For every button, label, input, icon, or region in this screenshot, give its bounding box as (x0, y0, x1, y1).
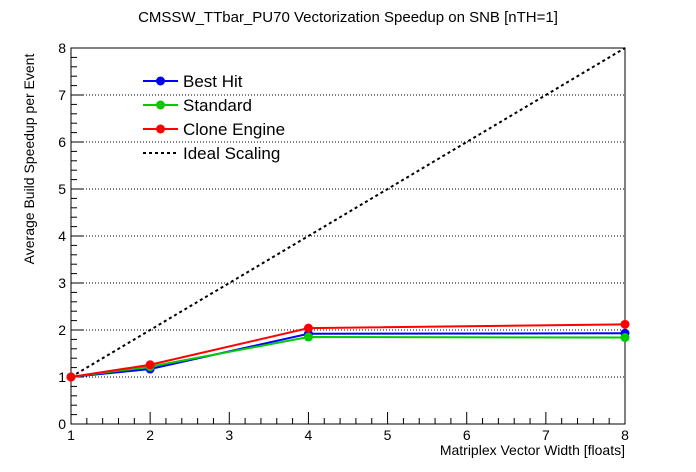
y-tick-label: 4 (58, 228, 66, 244)
x-tick-label: 8 (621, 427, 629, 443)
data-point-standard (620, 333, 630, 343)
data-point-standard (303, 332, 313, 342)
x-tick-label: 6 (463, 427, 471, 443)
x-tick-label: 1 (67, 427, 75, 443)
y-tick-label: 0 (58, 416, 66, 432)
legend-marker-best-hit (156, 76, 165, 86)
y-tick-label: 5 (58, 181, 66, 197)
legend-marker-standard (156, 100, 165, 110)
y-tick-label: 2 (58, 322, 66, 338)
data-point-clone-engine (303, 323, 313, 333)
series-line-ideal-scaling (70, 47, 626, 378)
y-tick-label: 8 (58, 40, 66, 56)
legend-label-ideal-scaling: Ideal Scaling (183, 144, 280, 163)
x-tick-label: 7 (542, 427, 550, 443)
x-axis-label: Matriplex Vector Width [floats] (440, 442, 625, 458)
y-tick-label: 7 (58, 87, 66, 103)
series-layer (66, 47, 630, 382)
legend: Best Hit Standard Clone Engine Ideal Scalin… (143, 72, 285, 163)
y-tick-label: 1 (58, 369, 66, 385)
x-tick-label: 3 (225, 427, 233, 443)
legend-marker-clone-engine (156, 124, 165, 134)
data-point-clone-engine (66, 372, 76, 382)
x-tick-label: 4 (305, 427, 313, 443)
y-tick-label: 6 (58, 134, 66, 150)
legend-label-best-hit: Best Hit (183, 72, 243, 91)
data-point-clone-engine (620, 319, 630, 329)
y-tick-label: 3 (58, 275, 66, 291)
y-axis-label: Average Build Speedup per Event (21, 54, 37, 265)
data-point-clone-engine (145, 360, 155, 370)
legend-label-standard: Standard (183, 96, 252, 115)
x-tick-label: 5 (384, 427, 392, 443)
legend-label-clone-engine: Clone Engine (183, 120, 285, 139)
x-tick-label: 2 (146, 427, 154, 443)
series-line-clone-engine (70, 323, 626, 378)
chart-title: CMSSW_TTbar_PU70 Vectorization Speedup o… (138, 9, 558, 26)
